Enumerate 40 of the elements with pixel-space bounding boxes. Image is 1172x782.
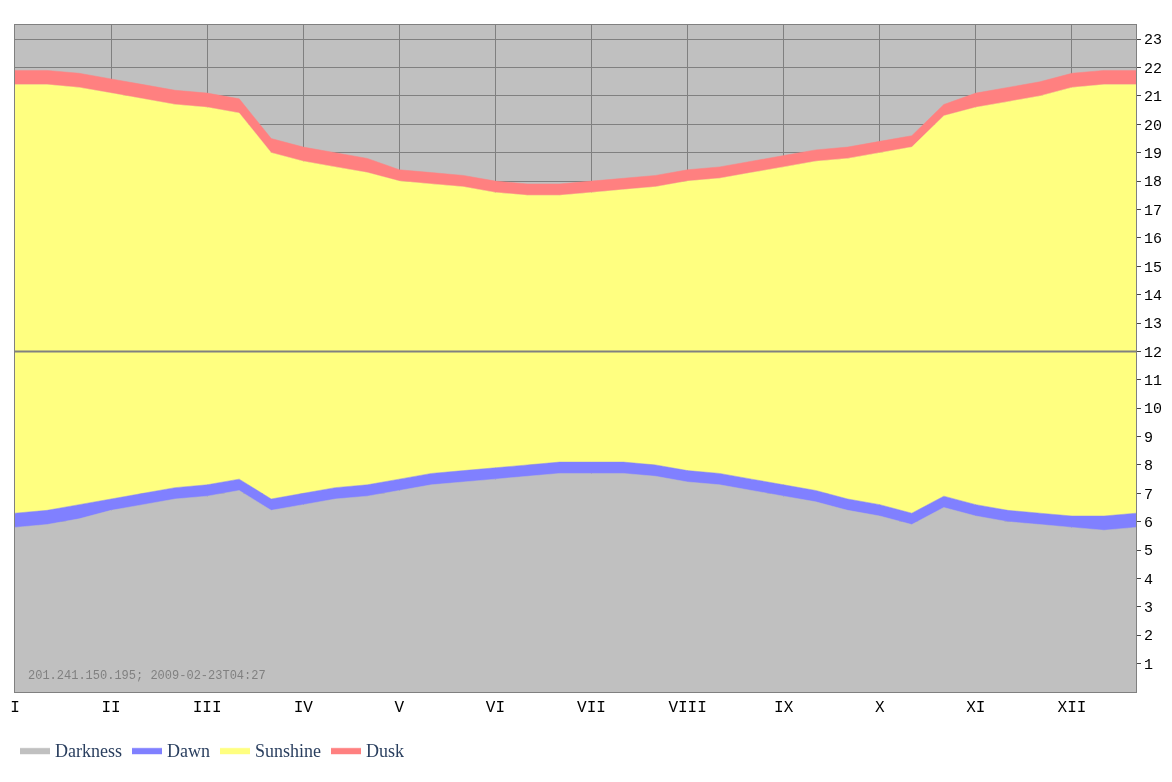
y-tick-label: 18 — [1144, 174, 1163, 192]
y-tick-label: 5 — [1144, 543, 1154, 561]
y-tick-label: 7 — [1144, 486, 1154, 504]
legend-label: Dawn — [166, 741, 210, 762]
x-tick-label: IV — [293, 699, 314, 718]
x-tick-label: IX — [774, 699, 794, 718]
y-tick-label: 1 — [1144, 656, 1154, 674]
y-tick-label: 16 — [1144, 231, 1163, 249]
y-tick-label: 23 — [1144, 32, 1163, 50]
x-tick-label: XII — [1057, 699, 1087, 718]
y-tick-label: 11 — [1144, 373, 1163, 391]
y-tick-label: 12 — [1144, 344, 1163, 362]
y-tick-label: 15 — [1144, 259, 1163, 277]
y-tick-label: 13 — [1144, 316, 1163, 334]
x-tick-label: VI — [485, 699, 506, 718]
x-tick-label: VII — [577, 699, 606, 718]
annotation: 201.241.150.195; 2009-02-23T04:27 — [28, 669, 266, 683]
y-tick-label: 19 — [1144, 145, 1163, 163]
legend-label: Darkness — [55, 741, 122, 762]
x-tick-label: III — [192, 699, 222, 718]
y-tick-label: 20 — [1144, 117, 1163, 135]
x-tick-label: II — [101, 699, 121, 718]
y-tick-label: 4 — [1144, 571, 1154, 589]
y-tick-label: 6 — [1144, 514, 1154, 532]
y-tick-label: 14 — [1144, 287, 1163, 305]
x-tick-label: I — [10, 699, 20, 718]
y-tick-label: 10 — [1144, 401, 1163, 419]
y-tick-label: 9 — [1144, 429, 1154, 447]
y-tick-label: 2 — [1144, 628, 1154, 646]
x-tick-label: XI — [966, 699, 986, 718]
y-tick-label: 17 — [1144, 202, 1163, 220]
x-tick-label: X — [874, 699, 885, 718]
y-tick-label: 3 — [1144, 600, 1154, 618]
y-tick-label: 22 — [1144, 60, 1163, 78]
y-tick-label: 21 — [1144, 89, 1163, 107]
x-tick-label: VIII — [668, 699, 707, 718]
legend-label: Sunshine — [254, 741, 321, 762]
y-tick-label: 8 — [1144, 458, 1154, 476]
legend-label: Dusk — [366, 741, 405, 762]
x-tick-label: V — [394, 699, 405, 718]
